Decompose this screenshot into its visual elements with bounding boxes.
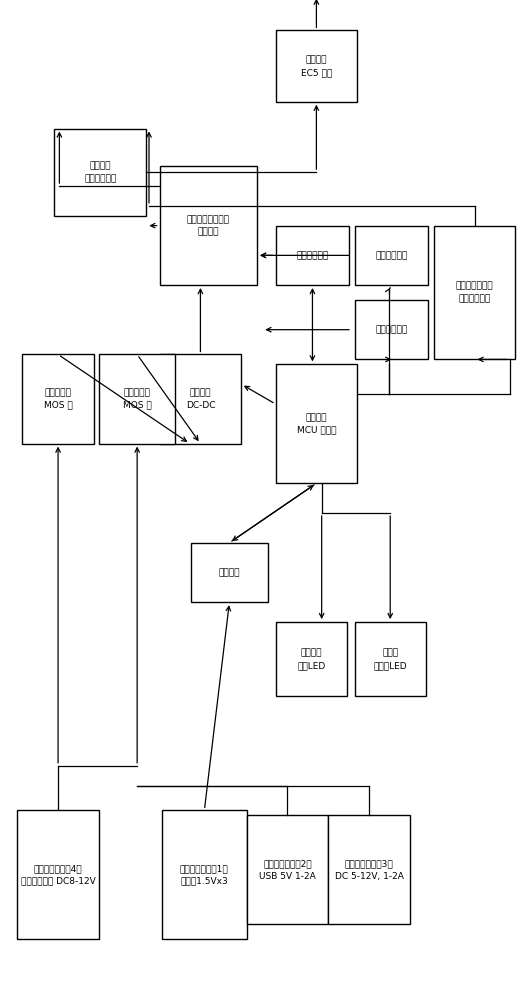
Text: 预充电控制
MOS 管: 预充电控制 MOS 管 <box>43 388 73 410</box>
Text: 主控电路
MCU 可编程: 主控电路 MCU 可编程 <box>297 413 336 435</box>
Text: 充电输入接口（3）
DC 5-12V, 1-2A: 充电输入接口（3） DC 5-12V, 1-2A <box>334 859 403 881</box>
Text: 充电输入接口（4）
汽车电瓶取电 DC8-12V: 充电输入接口（4） 汽车电瓶取电 DC8-12V <box>21 864 95 885</box>
Bar <box>17 810 99 939</box>
Text: 过压保护电路: 过压保护电路 <box>296 251 329 260</box>
Text: 主充电控制
MOS 管: 主充电控制 MOS 管 <box>123 388 152 410</box>
Bar <box>246 815 328 924</box>
Bar <box>328 815 410 924</box>
Text: 反电压保护电路
（线夹反接）: 反电压保护电路 （线夹反接） <box>456 282 493 303</box>
Bar <box>355 622 426 696</box>
Text: 过温保护电路: 过温保护电路 <box>375 325 408 334</box>
Bar <box>22 354 94 444</box>
Bar <box>434 226 516 359</box>
Text: 状态指示
双色LED: 状态指示 双色LED <box>297 648 325 670</box>
Text: 储能部件（电容）
独立主板: 储能部件（电容） 独立主板 <box>187 215 230 236</box>
Bar <box>54 129 146 216</box>
Text: 照明灯
高功率LED: 照明灯 高功率LED <box>374 648 407 670</box>
Bar <box>276 364 357 483</box>
Bar <box>276 30 357 102</box>
Bar <box>355 226 428 285</box>
Bar <box>160 354 241 444</box>
Bar <box>355 300 428 359</box>
Text: 充电输入接口（2）
USB 5V 1-2A: 充电输入接口（2） USB 5V 1-2A <box>259 859 316 881</box>
Text: 过流保护电路: 过流保护电路 <box>375 251 408 260</box>
Bar <box>191 543 268 602</box>
Text: 输出接口
EC5 插座: 输出接口 EC5 插座 <box>301 55 332 77</box>
Bar <box>162 810 246 939</box>
Text: 升压电路
DC-DC: 升压电路 DC-DC <box>186 388 215 410</box>
Text: 稳压电路: 稳压电路 <box>219 568 240 577</box>
Bar <box>276 622 347 696</box>
Bar <box>160 166 257 285</box>
Text: 输出开关
大电流继电器: 输出开关 大电流继电器 <box>84 161 117 183</box>
Bar <box>99 354 175 444</box>
Text: 充电输入接口（1）
干电池1.5Vx3: 充电输入接口（1） 干电池1.5Vx3 <box>180 864 229 885</box>
Bar <box>276 226 349 285</box>
